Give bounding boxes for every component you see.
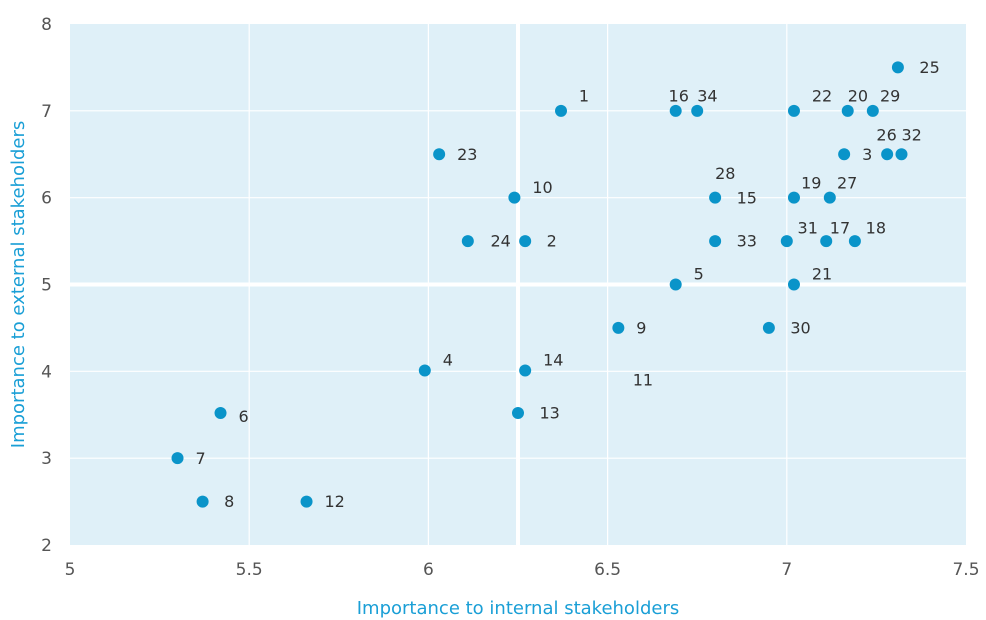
x-tick-label: 5.5 <box>236 560 263 580</box>
data-point-27 <box>823 191 836 204</box>
y-tick-label: 3 <box>41 449 52 469</box>
point-label-6: 6 <box>238 407 248 426</box>
point-label-22: 22 <box>812 87 832 106</box>
data-point-4 <box>418 364 431 377</box>
data-point-34 <box>691 104 704 117</box>
data-point-19 <box>787 191 800 204</box>
point-label-11: 11 <box>633 371 653 390</box>
quadrant-dividers <box>70 24 966 545</box>
x-tick-label: 6.5 <box>594 560 621 580</box>
y-tick-label: 2 <box>41 536 52 556</box>
data-point-30 <box>762 321 775 334</box>
data-point-18 <box>848 235 861 248</box>
y-tick-label: 7 <box>41 102 52 122</box>
point-label-5: 5 <box>694 265 704 284</box>
data-point-23 <box>433 148 446 161</box>
y-tick-label: 4 <box>41 362 52 382</box>
y-tick-label: 5 <box>41 276 52 296</box>
point-label-2: 2 <box>547 232 557 251</box>
data-point-6 <box>214 407 227 420</box>
data-point-5 <box>669 278 682 291</box>
point-label-16: 16 <box>669 87 689 106</box>
point-label-26: 26 <box>876 126 896 145</box>
data-point-17 <box>820 235 833 248</box>
data-point-12 <box>300 495 313 508</box>
point-label-21: 21 <box>812 265 832 284</box>
data-point-16 <box>669 104 682 117</box>
point-label-13: 13 <box>540 404 560 423</box>
data-point-9 <box>612 321 625 334</box>
point-label-29: 29 <box>880 87 900 106</box>
data-point-20 <box>841 104 854 117</box>
x-tick-label: 6 <box>423 560 434 580</box>
point-label-19: 19 <box>801 174 821 193</box>
point-label-30: 30 <box>790 319 810 338</box>
point-label-32: 32 <box>901 126 921 145</box>
x-tick-label: 7.5 <box>952 560 979 580</box>
point-label-34: 34 <box>697 87 717 106</box>
point-label-17: 17 <box>830 219 850 238</box>
data-point-8 <box>196 495 209 508</box>
point-label-1: 1 <box>579 87 589 106</box>
data-point-31 <box>780 235 793 248</box>
data-point-22 <box>787 104 800 117</box>
point-label-8: 8 <box>224 492 234 511</box>
data-point-2 <box>519 235 532 248</box>
point-label-31: 31 <box>798 219 818 238</box>
data-point-25 <box>891 61 904 74</box>
data-point-29 <box>866 104 879 117</box>
point-label-25: 25 <box>919 58 939 77</box>
point-label-4: 4 <box>443 351 453 370</box>
data-point-3 <box>838 148 851 161</box>
data-point-33 <box>709 235 722 248</box>
point-label-20: 20 <box>848 87 868 106</box>
point-label-27: 27 <box>837 174 857 193</box>
point-label-28: 28 <box>715 164 735 183</box>
data-point-10 <box>508 191 521 204</box>
data-point-21 <box>787 278 800 291</box>
data-point-15 <box>709 191 722 204</box>
y-tick-label: 8 <box>41 15 52 35</box>
point-label-7: 7 <box>195 449 205 468</box>
data-point-13 <box>512 407 524 420</box>
y-tick-label: 6 <box>41 189 52 209</box>
data-point-24 <box>461 235 474 248</box>
point-label-12: 12 <box>324 492 344 511</box>
point-label-33: 33 <box>737 232 757 251</box>
data-point-26 <box>881 148 894 161</box>
point-label-23: 23 <box>457 145 477 164</box>
point-label-10: 10 <box>532 178 552 197</box>
point-label-24: 24 <box>490 232 510 251</box>
point-label-14: 14 <box>543 351 563 370</box>
x-tick-label: 7 <box>781 560 792 580</box>
x-axis-ticks: 5 5.5 6 6.5 7 7.5 <box>65 560 980 580</box>
x-axis-title: Importance to internal stakeholders <box>357 598 679 619</box>
y-axis-ticks: 2 3 4 5 6 7 8 <box>41 15 52 556</box>
point-label-9: 9 <box>636 319 646 338</box>
data-point-7 <box>171 452 184 465</box>
x-tick-label: 5 <box>65 560 76 580</box>
point-label-15: 15 <box>737 188 757 207</box>
data-point-14 <box>519 364 532 377</box>
y-axis-title: Importance to external stakeholders <box>8 121 29 448</box>
data-points <box>171 61 908 508</box>
data-point-1 <box>555 104 568 117</box>
point-label-18: 18 <box>866 219 886 238</box>
point-label-3: 3 <box>862 145 872 164</box>
data-point-32 <box>895 148 908 161</box>
